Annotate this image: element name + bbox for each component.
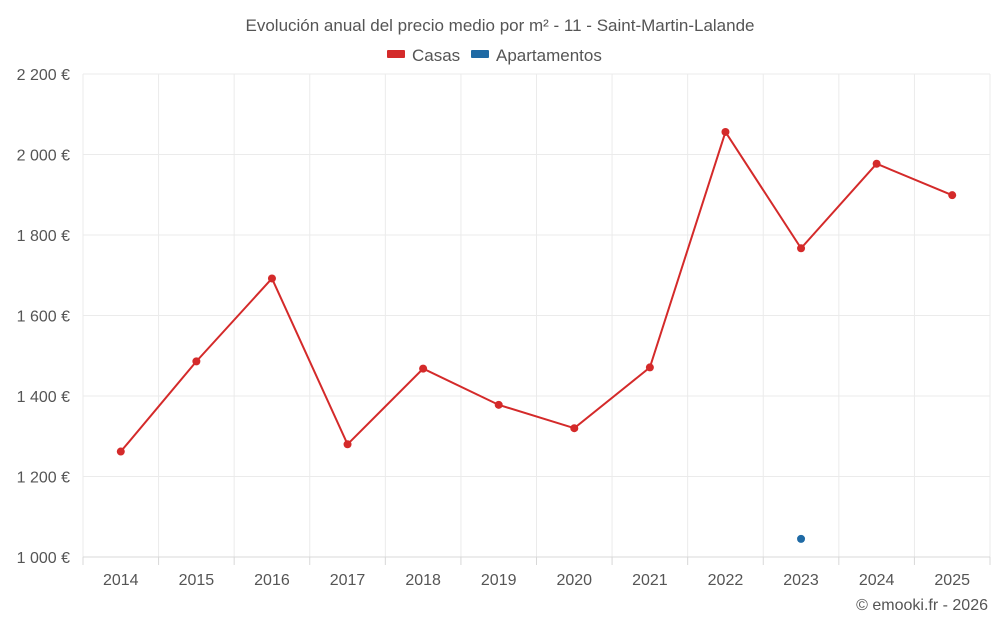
x-tick-label: 2019 — [481, 572, 517, 589]
chart-title: Evolución anual del precio medio por m² … — [246, 16, 755, 35]
x-axis-ticks: 2014 2015 2016 2017 2018 2019 2020 2021 2022 2023… — [103, 572, 970, 589]
data-point-casas-2022[interactable] — [721, 127, 730, 136]
data-point-casas-2025[interactable] — [948, 191, 957, 200]
x-tick-label: 2024 — [859, 572, 895, 589]
legend-label-apartamentos: Apartamentos — [496, 46, 602, 65]
data-point-casas-2023[interactable] — [797, 244, 806, 253]
data-point-casas-2020[interactable] — [570, 424, 579, 433]
data-point-casas-2014[interactable] — [116, 447, 125, 456]
series-line-casas — [120, 129, 953, 453]
y-tick-label: 1 400 € — [17, 389, 70, 406]
x-tick-label: 2023 — [783, 572, 819, 589]
legend-item-apartamentos[interactable]: Apartamentos — [471, 46, 602, 65]
x-tick-label: 2022 — [708, 572, 744, 589]
y-axis-ticks: 1 000 € 1 200 € 1 400 € 1 600 € 1 800 € 2 000… — [17, 67, 70, 567]
y-tick-label: 1 800 € — [17, 228, 70, 245]
credit-text: © emooki.fr - 2026 — [856, 597, 988, 614]
legend-label-casas: Casas — [412, 46, 460, 65]
x-tick-label: 2015 — [179, 572, 215, 589]
x-tick-label: 2020 — [556, 572, 592, 589]
y-tick-label: 1 000 € — [17, 550, 70, 567]
data-point-casas-2016[interactable] — [267, 274, 276, 283]
data-point-casas-2021[interactable] — [645, 363, 654, 372]
y-tick-label: 1 200 € — [17, 470, 70, 487]
x-tick-label: 2021 — [632, 572, 668, 589]
y-tick-label: 2 000 € — [17, 148, 70, 165]
data-point-casas-2017[interactable] — [343, 440, 352, 449]
legend-swatch-apartamentos — [471, 50, 489, 58]
data-point-apartamentos-2023[interactable] — [797, 534, 806, 543]
legend: Casas Apartamentos — [387, 46, 602, 65]
y-tick-label: 1 600 € — [17, 309, 70, 326]
y-tick-label: 2 200 € — [17, 67, 70, 84]
data-point-casas-2015[interactable] — [192, 357, 201, 366]
data-point-casas-2024[interactable] — [872, 159, 881, 168]
grid — [82, 73, 991, 565]
x-tick-label: 2018 — [405, 572, 441, 589]
x-tick-label: 2017 — [330, 572, 366, 589]
legend-swatch-casas — [387, 50, 405, 58]
x-tick-label: 2014 — [103, 572, 139, 589]
data-point-casas-2019[interactable] — [494, 400, 503, 409]
series — [116, 127, 957, 543]
legend-item-casas[interactable]: Casas — [387, 46, 460, 65]
x-tick-label: 2025 — [934, 572, 970, 589]
x-tick-label: 2016 — [254, 572, 290, 589]
data-point-casas-2018[interactable] — [419, 364, 428, 373]
